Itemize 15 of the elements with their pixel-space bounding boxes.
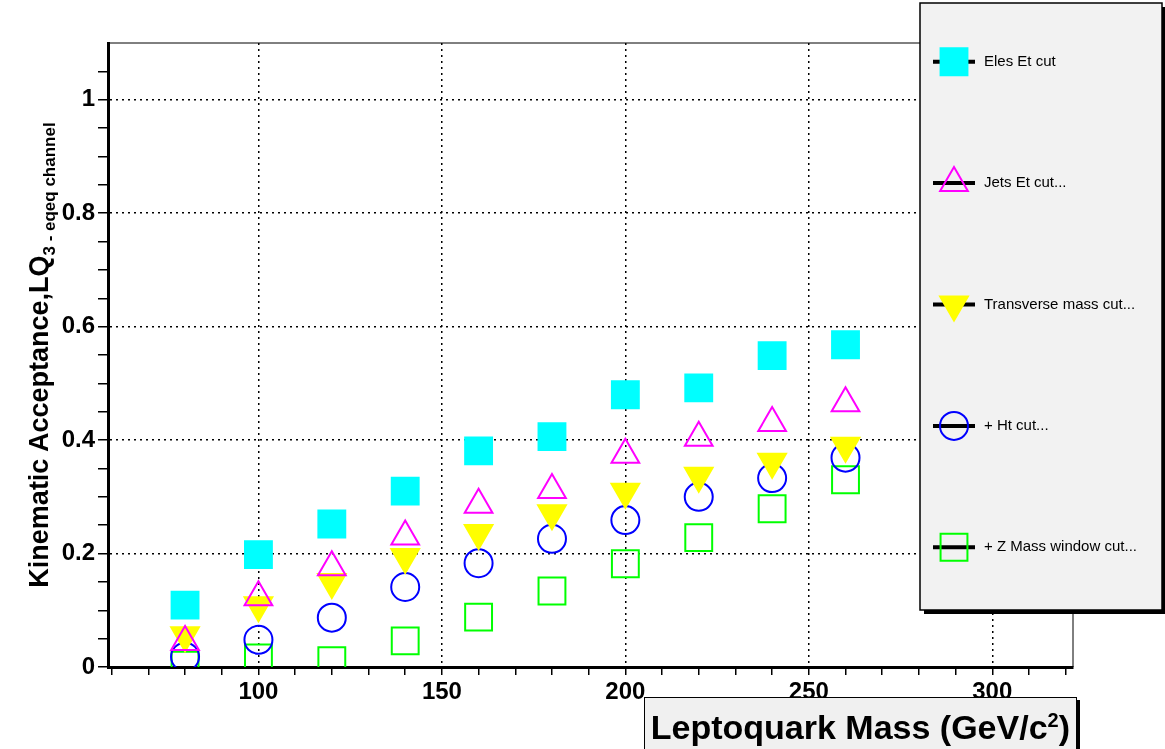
y-tick-label: 1 <box>81 84 95 112</box>
legend-label: Jets Et cut... <box>984 173 1067 191</box>
y-tick-label: 0 <box>81 651 95 679</box>
legend-label: Eles Et cut <box>984 51 1057 69</box>
x-tick-label: 100 <box>238 677 279 705</box>
y-tick-label: 0.8 <box>61 197 95 225</box>
legend-label: + Ht cut... <box>984 416 1049 434</box>
legend-label: + Z Mass window cut... <box>984 537 1137 555</box>
x-tick-label: 200 <box>605 677 646 705</box>
y-tick-label: 0.2 <box>61 538 95 566</box>
y-tick-label: 0.4 <box>61 424 96 452</box>
y-tick-label: 0.6 <box>61 311 95 339</box>
x-axis-title: Leptoquark Mass (GeV/c$^{2}$) <box>650 708 1070 747</box>
x-tick-label: 150 <box>421 677 462 705</box>
legend-label: Transverse mass cut... <box>984 294 1136 312</box>
